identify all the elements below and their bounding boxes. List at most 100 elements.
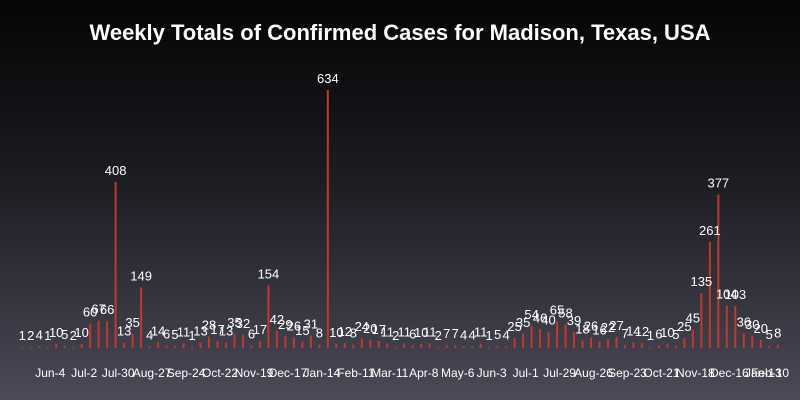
- bar: [725, 305, 728, 348]
- bar: [21, 347, 24, 348]
- bar-value-label: 25: [677, 319, 691, 334]
- bar-value-label: 11: [474, 325, 488, 340]
- x-tick-label: Apr-8: [409, 366, 439, 380]
- bar: [174, 345, 177, 348]
- bar-value-label: 261: [699, 223, 721, 238]
- bar: [683, 337, 686, 348]
- bar: [513, 337, 516, 348]
- bar-value-label: 28: [202, 318, 216, 333]
- bar: [522, 333, 525, 348]
- bar: [80, 343, 83, 348]
- bar: [428, 343, 431, 348]
- bar-value-label: 4: [460, 327, 467, 342]
- bar: [55, 343, 58, 348]
- bar: [360, 338, 363, 348]
- bar-value-label: 8: [774, 326, 781, 341]
- bar: [148, 346, 151, 348]
- bar: [640, 343, 643, 348]
- bar: [708, 241, 711, 348]
- bar-value-label: 6: [248, 327, 255, 342]
- bar: [539, 329, 542, 348]
- bar-value-label: 35: [516, 315, 530, 330]
- x-tick-label: Sep-23: [608, 366, 647, 380]
- bar: [275, 330, 278, 348]
- bar-value-label: 14: [151, 323, 165, 338]
- bar: [165, 345, 168, 348]
- x-tick-label: Oct-22: [202, 366, 238, 380]
- bar-value-label: 6: [409, 327, 416, 342]
- bar-value-label: 15: [295, 323, 309, 338]
- bar-value-label: 42: [270, 312, 284, 327]
- x-tick-label: Aug-26: [574, 366, 613, 380]
- bar-value-label: 17: [210, 322, 224, 337]
- x-tick-labels-layer: Jun-4 Jul-2 Jul-30Aug-27Sep-24Oct-22Nov-19…: [35, 366, 789, 380]
- bar: [208, 336, 210, 348]
- bar: [564, 324, 567, 348]
- bar: [674, 345, 677, 348]
- bar-value-label: 16: [592, 322, 606, 337]
- bar-value-label: 66: [100, 302, 114, 317]
- bar: [157, 342, 160, 348]
- bar: [114, 181, 117, 348]
- bar: [700, 293, 703, 348]
- bar: [38, 346, 41, 348]
- bar-value-label: 2: [435, 328, 442, 343]
- bar: [657, 345, 660, 348]
- bar-value-label: 135: [691, 274, 713, 289]
- bar-value-label: 5: [672, 327, 679, 342]
- bar: [46, 347, 49, 348]
- bar: [547, 331, 550, 348]
- bar-value-label: 27: [609, 318, 623, 333]
- bar-value-label: 4: [502, 327, 509, 342]
- bar: [258, 341, 261, 348]
- bar: [106, 321, 109, 348]
- bar-value-label: 1: [44, 328, 51, 343]
- bar: [191, 347, 194, 348]
- bar: [666, 343, 669, 348]
- bar-value-label: 2: [70, 328, 77, 343]
- bar-value-label: 103: [724, 287, 746, 302]
- bar-value-label: 26: [287, 318, 301, 333]
- bar-value-label: 17: [372, 322, 386, 337]
- x-tick-label: Jul-29: [543, 366, 576, 380]
- bar: [241, 334, 244, 348]
- bar: [386, 343, 389, 348]
- bar-value-label: 4: [469, 327, 476, 342]
- x-tick-label: Dec-16: [710, 366, 749, 380]
- bar-value-label: 11: [423, 325, 437, 340]
- bar: [403, 343, 406, 348]
- bar-value-label: 5: [61, 327, 68, 342]
- bar-value-label: 32: [236, 316, 250, 331]
- bar: [216, 341, 219, 348]
- bar-value-label: 30: [745, 317, 759, 332]
- bar-value-label: 7: [452, 326, 459, 341]
- bar: [292, 337, 295, 348]
- x-tick-label: May-6: [441, 366, 475, 380]
- bar: [462, 346, 465, 348]
- bar-value-label: 14: [626, 323, 640, 338]
- bar-value-label: 12: [635, 324, 649, 339]
- bar-value-label: 18: [575, 322, 589, 337]
- bar-value-label: 154: [258, 266, 280, 281]
- bar-value-label: 1: [188, 328, 195, 343]
- bar: [623, 345, 626, 348]
- bar: [224, 342, 227, 348]
- bar: [394, 347, 397, 348]
- bar: [556, 321, 559, 348]
- bar: [759, 339, 762, 348]
- bar-value-label: 1: [19, 328, 26, 343]
- bar-value-label: 4: [36, 327, 43, 342]
- bar-value-label: 11: [381, 325, 395, 340]
- bar-value-label: 10: [329, 325, 343, 340]
- bar-value-label: 29: [278, 317, 292, 332]
- bar: [598, 341, 601, 348]
- x-tick-label: Nov-19: [235, 366, 274, 380]
- bar-value-label: 60: [83, 305, 97, 320]
- bar-value-label: 67: [91, 302, 105, 317]
- bar-value-label: 10: [414, 325, 428, 340]
- bar: [72, 347, 75, 348]
- bar-value-label: 1: [647, 328, 654, 343]
- bar-value-label: 36: [737, 314, 751, 329]
